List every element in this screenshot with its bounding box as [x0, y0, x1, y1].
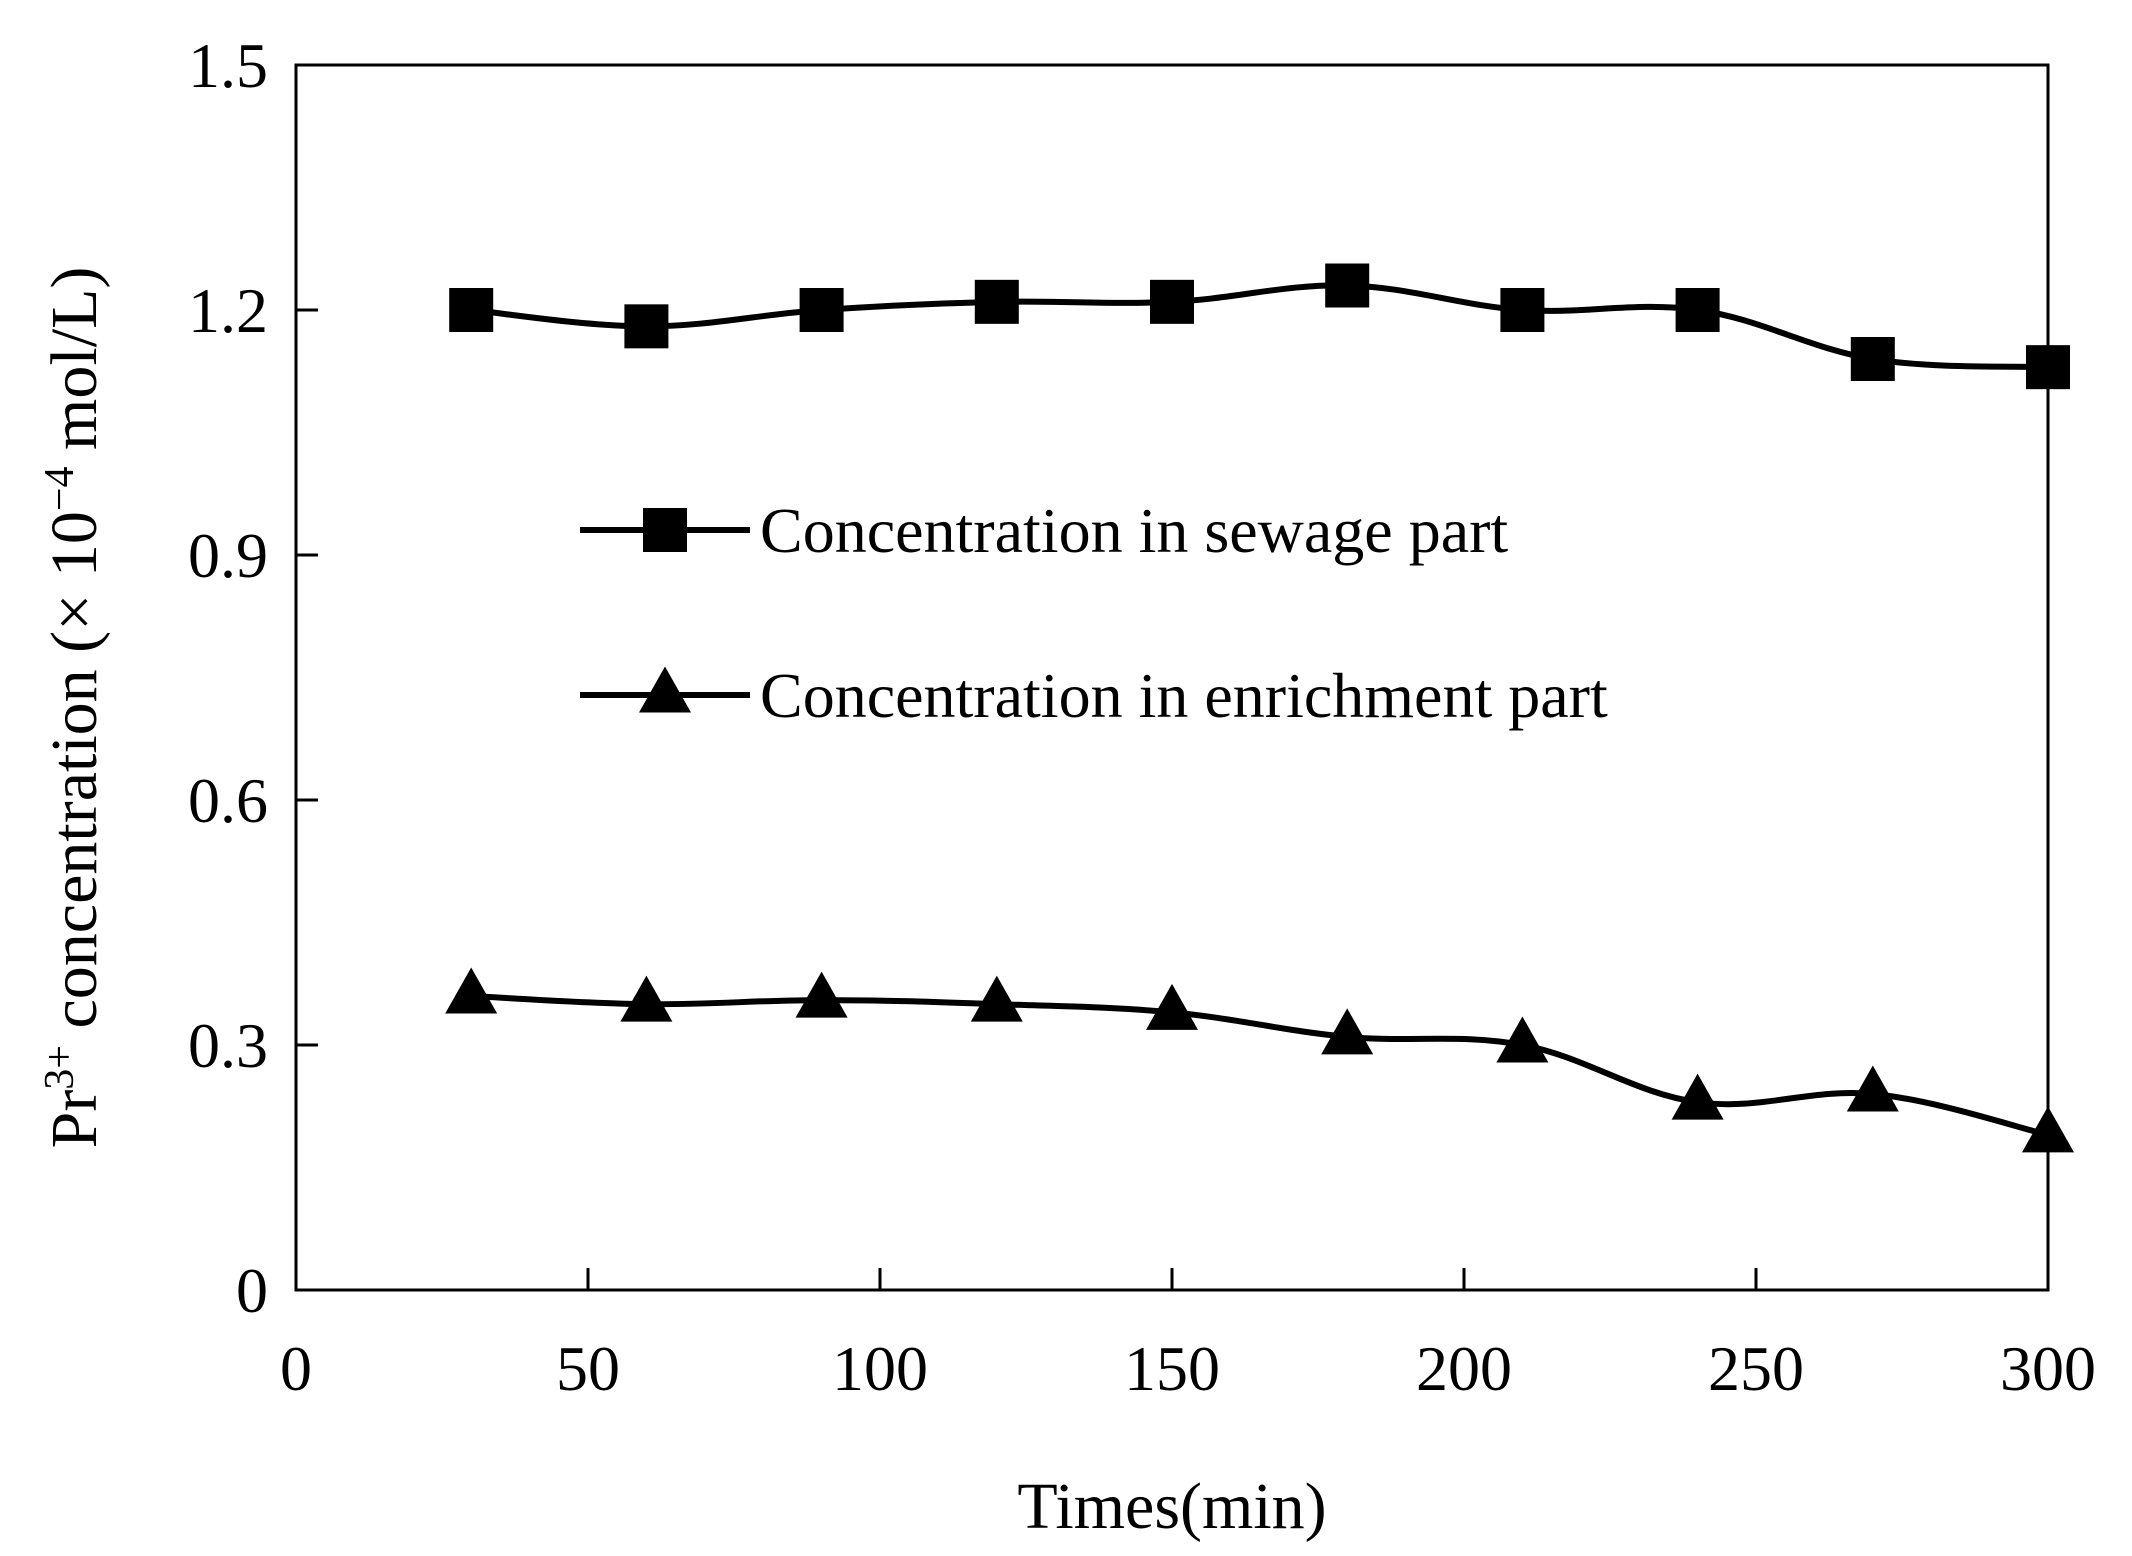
y-axis-title-main: concentration (: [38, 631, 111, 1045]
sewage-data-point: [1675, 288, 1720, 332]
legend-square-marker: [643, 508, 687, 552]
sewage-data-point: [799, 288, 844, 332]
enrichment-series-line: [471, 993, 2049, 1138]
enrichment-data-point: [1846, 1065, 1899, 1112]
sewage-series-line: [470, 282, 2049, 371]
sewage-data-point: [1150, 279, 1194, 324]
plot-area-frame: [294, 63, 2050, 1292]
y-tick-label: 0.3: [188, 1010, 268, 1081]
legend-label-sewage: Concentration in sewage part: [760, 495, 1508, 566]
legend-item-sewage: Concentration in sewage part: [580, 495, 1508, 566]
x-tick-label: 250: [1708, 1333, 1804, 1404]
x-tick-label: 150: [1124, 1333, 1220, 1404]
enrichment-data-point: [1146, 983, 1198, 1030]
sewage-data-point: [1325, 263, 1370, 308]
y-tick-label: 0.6: [188, 765, 268, 836]
x-tick-label: 100: [832, 1333, 928, 1404]
y-axis-title-superscript: 3+: [37, 1045, 83, 1090]
x-tick-label: 50: [556, 1333, 620, 1404]
sewage-data-point: [449, 288, 494, 332]
y-axis-title-times: ×: [38, 594, 111, 631]
sewage-data-point: [974, 279, 1019, 324]
enrichment-data-point: [445, 967, 498, 1014]
y-axis-title: Pr3+ concentration (× 10−4 mol/L): [37, 267, 111, 1149]
x-tick-label: 200: [1416, 1333, 1512, 1404]
y-axis-title-ten: 10: [38, 511, 111, 594]
x-tick-label: 0: [280, 1333, 312, 1404]
enrichment-data-point: [1671, 1073, 1724, 1120]
series-layer: [445, 263, 2074, 1153]
sewage-data-point: [1850, 337, 1895, 381]
enrichment-data-point: [1321, 1008, 1374, 1055]
enrichment-data-point: [970, 975, 1023, 1022]
y-axis-title-exponent: −4: [37, 466, 83, 511]
legend-label-enrichment: Concentration in enrichment part: [760, 660, 1608, 731]
legend: Concentration in sewage part Concentrati…: [580, 495, 1608, 731]
sewage-data-point: [1500, 288, 1545, 332]
enrichment-data-point: [1496, 1016, 1549, 1063]
enrichment-data-point: [620, 975, 673, 1022]
y-axis-title-prefix: Pr: [38, 1090, 111, 1149]
y-tick-label: 0: [236, 1255, 268, 1326]
enrichment-data-point: [795, 971, 848, 1018]
y-tick-label: 0.9: [188, 520, 268, 591]
y-axis-title-unit: mol/L): [38, 267, 111, 467]
tick-labels: 0 0.3 0.6 0.9 1.2 1.5 0 50 100 150 200 250 300: [188, 30, 2096, 1404]
x-tick-label: 300: [2000, 1333, 2096, 1404]
legend-triangle-marker: [639, 666, 691, 713]
x-axis-title: Times(min): [1017, 1470, 1326, 1543]
y-tick-label: 1.5: [188, 30, 268, 101]
y-tick-label: 1.2: [188, 275, 268, 346]
sewage-data-point: [624, 304, 669, 349]
legend-item-enrichment: Concentration in enrichment part: [580, 660, 1608, 731]
